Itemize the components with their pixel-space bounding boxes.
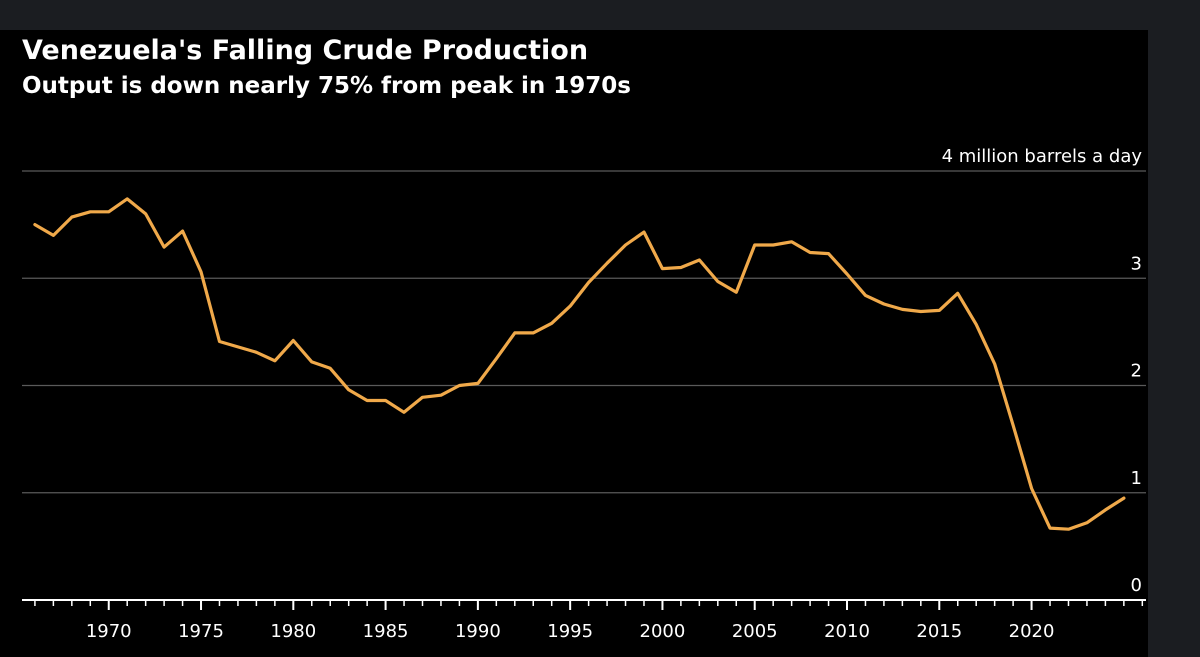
data-point-1986 <box>402 410 406 414</box>
data-point-1992 <box>513 331 517 335</box>
data-point-2007 <box>790 240 794 244</box>
data-point-2011 <box>863 293 867 297</box>
data-point-2004 <box>734 290 738 294</box>
x-tick-label-1995: 1995 <box>547 621 593 642</box>
data-point-2024 <box>1103 508 1107 512</box>
y-tick-label-1: 1 <box>1131 468 1142 489</box>
data-point-1974 <box>181 229 185 233</box>
data-point-2025 <box>1122 496 1126 500</box>
data-point-1984 <box>365 399 369 403</box>
data-point-1996 <box>587 281 591 285</box>
x-tick-label-1970: 1970 <box>86 621 132 642</box>
x-axis: 1970 1975 1980 1985 1990 1995 2000 2005 2010 2015… <box>22 599 1146 642</box>
data-point-2017 <box>974 322 978 326</box>
y-tick-label-0: 0 <box>1131 575 1142 596</box>
data-point-2009 <box>827 252 831 256</box>
data-point-1966 <box>33 223 37 227</box>
x-tick-label-2015: 2015 <box>916 621 962 642</box>
data-point-2020 <box>1030 486 1034 490</box>
gridlines <box>22 170 1146 494</box>
data-point-2015 <box>937 308 941 312</box>
data-point-1979 <box>273 359 277 363</box>
x-tick-label-1985: 1985 <box>363 621 409 642</box>
x-tick-label-1975: 1975 <box>178 621 224 642</box>
data-point-2019 <box>1011 423 1015 427</box>
data-point-2000 <box>660 267 664 271</box>
data-point-1970 <box>107 210 111 214</box>
data-point-1982 <box>328 366 332 370</box>
data-point-1989 <box>457 384 461 388</box>
data-point-2012 <box>882 302 886 306</box>
data-point-2010 <box>845 272 849 276</box>
data-point-2016 <box>956 291 960 295</box>
x-tick-label-2005: 2005 <box>732 621 778 642</box>
data-point-2023 <box>1085 521 1089 525</box>
data-point-2005 <box>753 243 757 247</box>
chart-subtitle: Output is down nearly 75% from peak in 1… <box>22 73 631 99</box>
y-tick-label-2: 2 <box>1131 361 1142 382</box>
x-tick-label-1990: 1990 <box>455 621 501 642</box>
data-point-1980 <box>291 338 295 342</box>
data-point-2021 <box>1048 526 1052 530</box>
data-point-2018 <box>993 362 997 366</box>
data-point-1976 <box>217 340 221 344</box>
data-point-1985 <box>384 399 388 403</box>
data-point-1995 <box>568 304 572 308</box>
data-point-1975 <box>199 270 203 274</box>
data-point-1967 <box>51 233 55 237</box>
data-point-2001 <box>679 266 683 270</box>
data-point-1973 <box>162 245 166 249</box>
data-point-2013 <box>900 307 904 311</box>
x-tick-label-1980: 1980 <box>270 621 316 642</box>
data-point-2006 <box>771 243 775 247</box>
data-point-1968 <box>70 215 74 219</box>
series-line-0 <box>33 197 1126 531</box>
data-point-1969 <box>88 210 92 214</box>
data-point-1991 <box>494 357 498 361</box>
data-point-1998 <box>624 243 628 247</box>
data-point-1981 <box>310 360 314 364</box>
data-point-1987 <box>421 395 425 399</box>
data-point-2014 <box>919 309 923 313</box>
data-point-2022 <box>1066 527 1070 531</box>
data-point-1999 <box>642 230 646 234</box>
data-point-1990 <box>476 381 480 385</box>
data-point-2008 <box>808 251 812 255</box>
data-point-2003 <box>716 279 720 283</box>
y-axis-labels: 4 million barrels a day 3 2 1 0 <box>942 146 1143 596</box>
data-point-1997 <box>605 261 609 265</box>
data-point-1977 <box>236 345 240 349</box>
data-point-1988 <box>439 393 443 397</box>
data-point-1978 <box>254 350 258 354</box>
data-point-1994 <box>550 321 554 325</box>
chart-panel <box>0 30 1148 657</box>
x-tick-label-2020: 2020 <box>1009 621 1055 642</box>
x-tick-label-2000: 2000 <box>640 621 686 642</box>
data-point-1972 <box>144 212 148 216</box>
data-point-2002 <box>697 258 701 262</box>
y-tick-label-4: 4 million barrels a day <box>942 146 1143 167</box>
x-tick-label-2010: 2010 <box>824 621 870 642</box>
data-point-1983 <box>347 388 351 392</box>
chart-title: Venezuela's Falling Crude Production <box>22 35 589 66</box>
series-layer <box>33 197 1126 531</box>
data-point-1993 <box>531 331 535 335</box>
y-tick-label-3: 3 <box>1131 253 1142 274</box>
data-point-1971 <box>125 197 129 201</box>
